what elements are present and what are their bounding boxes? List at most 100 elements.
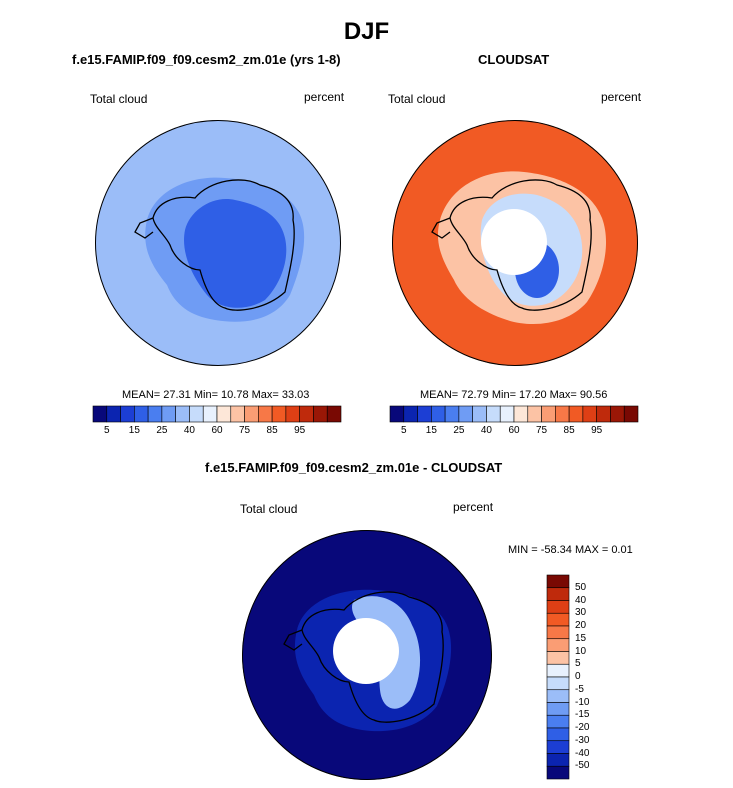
colorbar-swatch (546, 600, 570, 614)
colorbar-tick-label: 40 (183, 425, 195, 436)
colorbar-swatch (546, 727, 570, 742)
colorbar-swatch (541, 405, 556, 423)
colorbar-swatch (546, 638, 570, 652)
colorbar-tick-label: 85 (563, 425, 575, 436)
colorbar-swatch (546, 740, 570, 754)
panel1-units: percent (304, 90, 345, 104)
colorbar-swatch (546, 651, 570, 665)
colorbar-swatch (546, 625, 570, 640)
colorbar-tick-label: 40 (480, 425, 492, 436)
panel3-polar-map (242, 530, 492, 780)
colorbar-tick-label: 50 (575, 581, 587, 593)
panel2-coastline (449, 179, 592, 311)
colorbar-swatch (546, 587, 570, 601)
colorbar-swatch (527, 405, 542, 423)
colorbar-swatch (582, 405, 597, 423)
colorbar-swatch (513, 405, 529, 423)
colorbar-swatch (472, 405, 487, 423)
colorbar-swatch (546, 676, 570, 691)
colorbar-swatch (120, 405, 135, 423)
colorbar-swatch (568, 405, 584, 423)
colorbar-swatch (299, 405, 314, 423)
panel2-peninsula (431, 217, 451, 239)
colorbar-swatch (313, 405, 328, 423)
panel3-stats: MIN = -58.34 MAX = 0.01 (508, 544, 633, 556)
colorbar-swatch (258, 405, 273, 423)
panel2-colorbar (389, 405, 639, 423)
colorbar-swatch (546, 574, 570, 589)
colorbar-swatch (134, 405, 149, 423)
colorbar-swatch (596, 405, 611, 423)
panel1-stats: MEAN= 27.31 Min= 10.78 Max= 33.03 (122, 389, 310, 401)
colorbar-swatch (546, 663, 570, 678)
colorbar-swatch (499, 405, 515, 423)
panel1-field-label: Total cloud (90, 92, 148, 106)
panel1-coastline (152, 179, 295, 311)
colorbar-tick-label: 5 (400, 425, 407, 436)
colorbar-tick-label: 30 (575, 607, 587, 619)
colorbar-tick-label: 95 (591, 425, 603, 436)
panel1-interior-field (184, 199, 287, 308)
colorbar-tick-label: 75 (238, 425, 251, 436)
colorbar-tick-label: -20 (575, 722, 590, 733)
panel2-stats: MEAN= 72.79 Min= 17.20 Max= 90.56 (420, 389, 608, 401)
colorbar-tick-label: 40 (575, 594, 587, 606)
colorbar-tick-label: 85 (266, 425, 278, 436)
colorbar-swatch (610, 405, 625, 423)
colorbar-swatch (555, 405, 570, 423)
colorbar-swatch (444, 405, 460, 423)
panel3-colorbar (546, 574, 570, 780)
colorbar-tick-label: -50 (575, 760, 590, 772)
colorbar-swatch (326, 405, 342, 423)
colorbar-tick-label: 15 (425, 425, 437, 436)
panel3-title: f.e15.FAMIP.f09_f09.cesm2_zm.01e - CLOUD… (205, 460, 503, 475)
colorbar-swatch (546, 753, 570, 767)
panel1-title: f.e15.FAMIP.f09_f09.cesm2_zm.01e (yrs 1-… (72, 52, 341, 67)
colorbar-tick-label: 60 (211, 425, 223, 436)
panel3-field-label: Total cloud (240, 502, 298, 516)
colorbar-tick-label: 25 (453, 425, 465, 436)
colorbar-swatch (244, 405, 259, 423)
panel2-title: CLOUDSAT (478, 52, 550, 67)
panel1-polar-map (95, 120, 341, 366)
panel3-peninsula (283, 629, 303, 651)
colorbar-tick-label: 5 (575, 658, 581, 670)
colorbar-tick-label: 95 (294, 425, 306, 436)
panel2-polar-map (392, 120, 638, 366)
colorbar-tick-label: 0 (575, 671, 581, 682)
colorbar-swatch (230, 405, 245, 423)
colorbar-swatch (271, 405, 287, 423)
colorbar-swatch (546, 689, 570, 703)
colorbar-tick-label: 20 (575, 620, 587, 631)
colorbar-tick-label: -15 (575, 709, 590, 721)
colorbar-tick-label: 75 (535, 425, 548, 436)
colorbar-swatch (417, 405, 432, 423)
colorbar-swatch (92, 405, 108, 423)
colorbar-swatch (175, 405, 190, 423)
colorbar-tick-label: -5 (575, 683, 584, 695)
colorbar-swatch (403, 405, 418, 423)
panel3-coastline (301, 591, 444, 723)
colorbar-swatch (546, 714, 570, 729)
colorbar-swatch (189, 405, 204, 423)
colorbar-swatch (106, 405, 121, 423)
page-title: DJF (343, 18, 390, 45)
colorbar-swatch (161, 405, 176, 423)
colorbar-swatch (285, 405, 300, 423)
panel3-units: percent (453, 500, 494, 514)
colorbar-tick-label: 25 (156, 425, 168, 436)
panel2-missing-data (481, 209, 547, 275)
colorbar-swatch (623, 405, 639, 423)
colorbar-tick-label: -40 (575, 747, 590, 759)
colorbar-tick-label: 60 (508, 425, 520, 436)
colorbar-tick-label: -10 (575, 696, 590, 708)
panel2-units: percent (601, 90, 642, 104)
colorbar-swatch (486, 405, 501, 423)
colorbar-swatch (431, 405, 446, 423)
colorbar-tick-label: -30 (575, 734, 590, 746)
panel1-colorbar (92, 405, 342, 423)
panel3-missing-data (333, 618, 399, 684)
colorbar-swatch (216, 405, 232, 423)
colorbar-swatch (147, 405, 163, 423)
colorbar-tick-label: 15 (128, 425, 140, 436)
